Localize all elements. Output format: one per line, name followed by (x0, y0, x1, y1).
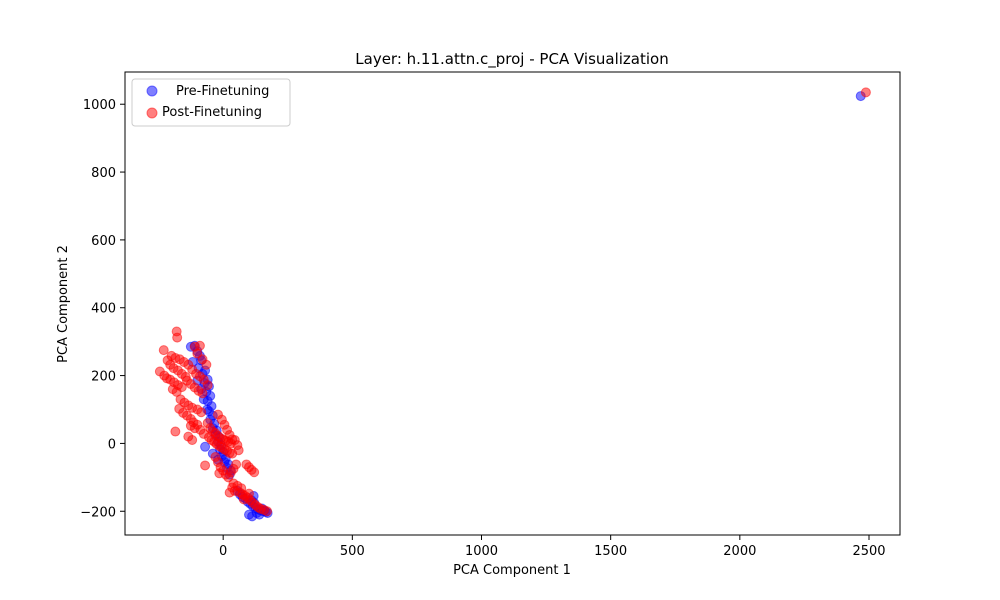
pre-finetuning-point (200, 441, 211, 452)
legend-marker-post (146, 107, 158, 119)
post-finetuning-point (196, 407, 207, 418)
post-finetuning-point (158, 345, 169, 356)
post-finetuning-point (860, 87, 871, 98)
post-finetuning-point (200, 460, 211, 471)
x-tick-label: 2500 (852, 544, 885, 559)
legend-marker-pre (146, 85, 158, 97)
legend-label-pre: Pre-Finetuning (176, 84, 269, 99)
x-tick-label: 1500 (594, 544, 627, 559)
post-finetuning-point (262, 506, 273, 517)
y-tick-label: −200 (80, 505, 116, 520)
y-tick-label: 600 (91, 234, 116, 249)
legend: Pre-Finetuning Post-Finetuning (131, 78, 291, 127)
legend-box (131, 78, 291, 127)
post-finetuning-point (189, 423, 200, 434)
post-finetuning-point (187, 435, 198, 446)
points-layer (154, 87, 871, 522)
post-finetuning-point (170, 426, 181, 437)
x-tick-label: 0 (219, 544, 227, 559)
post-finetuning-point (172, 332, 183, 343)
y-tick-label: 0 (108, 437, 116, 452)
y-tick-label: 800 (91, 166, 116, 181)
legend-label-post: Post-Finetuning (162, 105, 262, 120)
post-finetuning-point (228, 478, 239, 489)
post-finetuning-point (224, 487, 235, 498)
post-finetuning-point (249, 467, 260, 478)
x-tick-label: 500 (340, 544, 365, 559)
plot-frame (124, 71, 901, 536)
post-finetuning-point (231, 459, 242, 470)
post-finetuning-point (201, 359, 212, 370)
chart-title: Layer: h.11.attn.c_proj - PCA Visualizat… (355, 50, 668, 69)
y-tick-label: 400 (91, 302, 116, 317)
post-finetuning-point (233, 445, 244, 456)
y-tick-label: 200 (91, 370, 116, 385)
x-tick-label: 1000 (465, 544, 498, 559)
x-axis-label: PCA Component 1 (453, 563, 571, 578)
post-finetuning-point (202, 380, 213, 391)
y-axis-label: PCA Component 2 (56, 245, 71, 363)
ticks-layer: 0 500 1000 1500 2000 2500 −200 0 200 400 600 800 100… (80, 98, 885, 559)
y-tick-label: 1000 (83, 98, 116, 113)
post-finetuning-point (244, 488, 254, 499)
post-finetuning-point (236, 483, 247, 494)
x-tick-label: 2000 (723, 544, 756, 559)
post-finetuning-point (197, 388, 208, 399)
